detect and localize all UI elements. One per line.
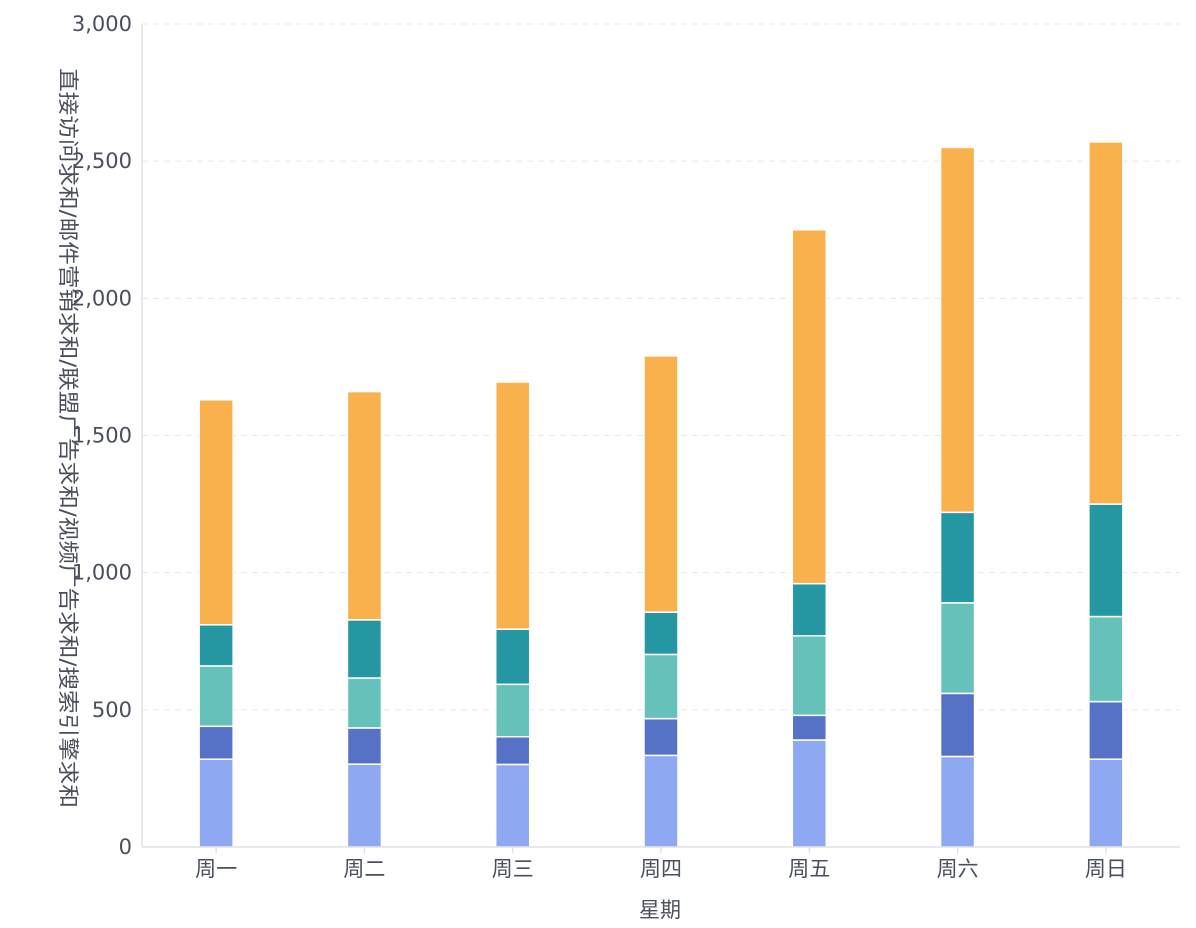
- bar-segment-周三-s5[interactable]: [494, 381, 531, 630]
- bar-segment-周三-s1[interactable]: [494, 763, 531, 848]
- bar-segment-周日-s4[interactable]: [1088, 503, 1124, 618]
- y-tick-label: 3,000: [72, 12, 132, 36]
- bar-segment-周二-s1[interactable]: [346, 763, 383, 848]
- bar-segment-周一-s4[interactable]: [198, 624, 234, 667]
- bar-segment-周二-s4[interactable]: [346, 619, 383, 679]
- bar-segment-周二-s3[interactable]: [346, 677, 383, 729]
- y-tick-label: 2,500: [72, 149, 132, 173]
- bar-segment-周一-s2[interactable]: [198, 725, 234, 760]
- bar-segment-周日-s1[interactable]: [1088, 758, 1124, 848]
- bar-segment-周六-s1[interactable]: [939, 755, 976, 848]
- y-axis-title: 直接访问求和/邮件营销求和/联盟广告求和/视频广告求和/搜索引擎求和: [56, 68, 80, 808]
- bar-segment-周四-s4[interactable]: [643, 611, 679, 656]
- bar-segment-周五-s3[interactable]: [791, 635, 828, 717]
- y-tick-label: 2,000: [72, 286, 132, 310]
- bar-segment-周一-s1[interactable]: [198, 758, 234, 848]
- bar-segment-周二-s2[interactable]: [346, 727, 383, 765]
- bar-segment-周四-s5[interactable]: [643, 355, 679, 613]
- bar-segment-周五-s4[interactable]: [791, 582, 828, 637]
- y-tick-label: 500: [92, 698, 132, 722]
- bar-segment-周五-s2[interactable]: [791, 714, 828, 741]
- bar-segment-周四-s2[interactable]: [643, 717, 679, 757]
- y-tick-label: 0: [119, 835, 132, 859]
- bar-segment-周二-s5[interactable]: [346, 390, 383, 621]
- y-tick-label: 1,000: [72, 561, 132, 585]
- bar-segment-周四-s3[interactable]: [643, 653, 679, 720]
- bar-segment-周三-s2[interactable]: [494, 735, 531, 766]
- bar-segment-周一-s3[interactable]: [198, 665, 234, 728]
- x-tick-label: 周二: [343, 857, 385, 881]
- bar-segment-周六-s2[interactable]: [939, 692, 976, 758]
- y-tick-label: 1,500: [72, 424, 132, 448]
- bar-segment-周日-s5[interactable]: [1088, 141, 1124, 505]
- axes-layer: 0 500 1,000 1,500 2,000 2,500 3,000 周一 周二 周三 周四 周五 周…: [72, 12, 1180, 881]
- bar-segment-周日-s2[interactable]: [1088, 700, 1124, 760]
- bar-segment-周三-s4[interactable]: [494, 628, 531, 686]
- x-axis-title: 星期: [639, 898, 681, 922]
- bar-segment-周三-s3[interactable]: [494, 683, 531, 738]
- bar-segment-周六-s3[interactable]: [939, 602, 976, 695]
- bar-segment-周六-s5[interactable]: [939, 146, 976, 514]
- bar-segment-周六-s4[interactable]: [939, 511, 976, 604]
- bar-segment-周一-s5[interactable]: [198, 399, 234, 626]
- x-tick-label: 周五: [788, 857, 830, 881]
- x-tick-label: 周四: [640, 857, 682, 881]
- bar-segment-周四-s1[interactable]: [643, 754, 679, 848]
- bar-segment-周日-s3[interactable]: [1088, 615, 1124, 703]
- x-tick-label: 周三: [492, 857, 534, 881]
- bars-layer: [198, 141, 1124, 848]
- bar-segment-周五-s1[interactable]: [791, 739, 828, 848]
- x-tick-label: 周六: [937, 857, 979, 881]
- x-tick-label: 周日: [1085, 857, 1127, 881]
- x-tick-label: 周一: [195, 857, 237, 881]
- bar-segment-周五-s5[interactable]: [791, 229, 828, 585]
